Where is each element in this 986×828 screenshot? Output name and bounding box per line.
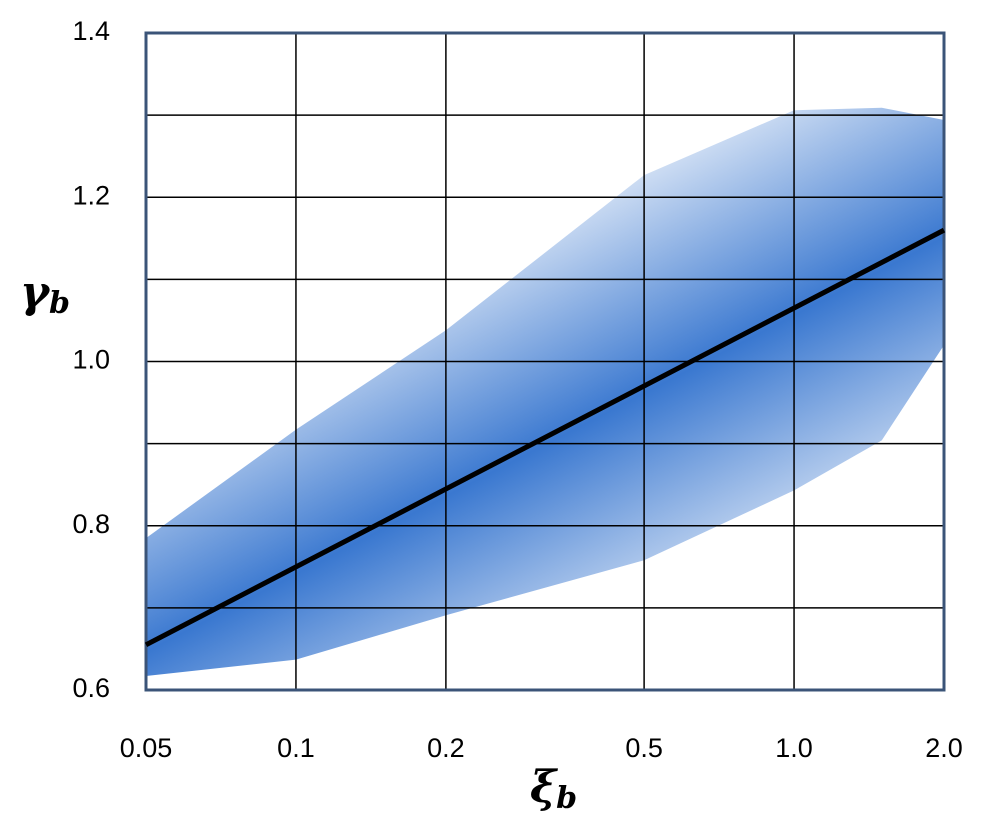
- y-tick-label: 1.4: [72, 16, 110, 46]
- x-tick-label: 0.2: [427, 733, 465, 763]
- y-tick-label: 1.2: [72, 180, 110, 210]
- y-tick-label: 0.6: [72, 673, 110, 703]
- plot-area: [144, 31, 946, 692]
- y-label-symbol: γ: [20, 267, 51, 318]
- y-label-subscript: b: [49, 286, 70, 321]
- trend-line: [144, 227, 946, 648]
- x-tick-label: 2.0: [925, 733, 963, 763]
- x-tick-label: 0.05: [120, 733, 173, 763]
- x-label-symbol: ξ: [530, 762, 558, 813]
- x-tick-label: 0.1: [277, 733, 315, 763]
- y-tick-label: 0.8: [72, 509, 110, 539]
- x-tick-label: 1.0: [775, 733, 813, 763]
- plot-frame: [144, 31, 946, 692]
- x-tick-label: 0.5: [625, 733, 663, 763]
- y-axis-label: γb: [20, 267, 70, 322]
- y-tick-label: 1.0: [72, 345, 110, 375]
- x-label-subscript: b: [556, 781, 577, 816]
- x-axis-label: ξb: [530, 762, 577, 817]
- uncertainty-band: [146, 107, 944, 677]
